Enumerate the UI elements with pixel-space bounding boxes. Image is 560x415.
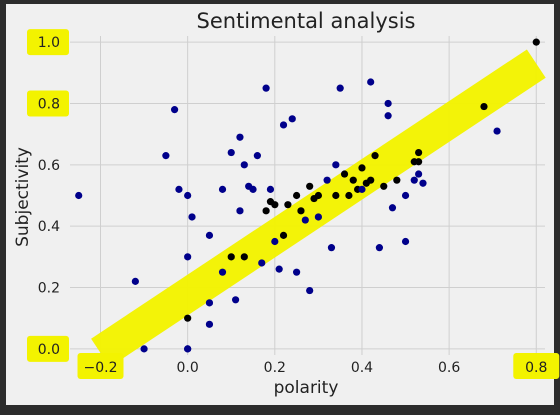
scatter-point — [349, 176, 357, 184]
trend-highlight-band — [91, 49, 546, 368]
scatter-point — [262, 84, 270, 92]
scatter-point — [314, 213, 322, 221]
scatter-point — [345, 191, 353, 200]
scatter-point — [279, 231, 288, 239]
y-tick-label: 0.6 — [38, 158, 60, 174]
tick-label-highlight — [27, 90, 69, 117]
scatter-point — [140, 345, 148, 353]
scatter-point — [184, 345, 192, 353]
scatter-point — [175, 185, 183, 193]
scatter-point — [323, 176, 331, 184]
scatter-point — [75, 191, 83, 200]
scatter-point — [293, 268, 301, 276]
scatter-point — [205, 320, 214, 328]
tick-label-highlight — [513, 353, 560, 379]
scatter-point — [388, 204, 397, 212]
tick-label-highlight — [27, 335, 69, 362]
x-axis-label: polarity — [274, 378, 339, 398]
scatter-point — [340, 170, 349, 178]
scatter-point — [284, 201, 292, 209]
x-tick-label: −0.2 — [84, 360, 118, 376]
scatter-point — [275, 265, 283, 273]
scatter-point — [162, 152, 170, 160]
scatter-point — [367, 176, 375, 184]
y-tick-label: 0.2 — [38, 281, 60, 297]
scatter-point — [358, 164, 366, 172]
scatter-point — [401, 191, 410, 200]
scatter-point — [380, 182, 388, 190]
scatter-point — [249, 185, 257, 193]
x-tick-label: 0.6 — [438, 360, 460, 376]
scatter-point — [218, 185, 227, 193]
scatter-point — [240, 253, 248, 261]
scatter-point — [231, 296, 240, 304]
scatter-point — [258, 259, 266, 267]
scatter-point — [415, 148, 423, 157]
y-tick-label: 0.8 — [38, 96, 60, 112]
scatter-point — [314, 191, 322, 200]
scatter-point — [306, 182, 314, 190]
x-tick-label: 0.0 — [177, 360, 199, 376]
scatter-point — [227, 148, 235, 157]
scatter-point — [332, 161, 340, 169]
scatter-point — [184, 253, 192, 261]
scatter-point — [236, 133, 244, 141]
x-tick-label: 0.4 — [351, 360, 373, 376]
scatter-point — [410, 176, 418, 184]
scatter-point — [288, 115, 296, 123]
scatter-point — [170, 106, 179, 114]
scatter-point — [205, 299, 214, 307]
scatter-point — [271, 237, 279, 246]
scatter-point — [532, 38, 540, 46]
scatter-point — [306, 286, 314, 295]
x-tick-label: 0.8 — [525, 360, 547, 376]
scatter-point — [415, 170, 423, 178]
y-tick-label: 0.0 — [38, 342, 60, 358]
y-tick-label: 1.0 — [38, 35, 60, 51]
scatter-point — [184, 191, 192, 200]
scatter-point — [188, 213, 196, 221]
scatter-point — [279, 121, 288, 129]
scatter-point — [358, 185, 366, 193]
scatter-point — [336, 84, 344, 92]
scatter-point — [401, 237, 410, 246]
scatter-point — [419, 179, 427, 187]
scatter-point — [393, 176, 401, 184]
scatter-point — [493, 127, 501, 135]
scatter-point — [184, 314, 192, 322]
scatter-point — [205, 231, 214, 239]
scatter-point — [227, 253, 235, 261]
scatter-point — [266, 185, 275, 193]
scatter-point — [367, 78, 375, 86]
scatter-point — [327, 244, 336, 252]
scatter-point — [236, 207, 244, 215]
x-tick-label: 0.2 — [264, 360, 286, 376]
tick-label-highlight — [27, 29, 69, 56]
scatter-point — [262, 207, 270, 215]
scatter-point — [297, 207, 305, 215]
scatter-point — [480, 102, 488, 111]
scatter-point — [415, 158, 423, 166]
tick-label-highlight — [77, 353, 124, 379]
scatter-point — [371, 152, 379, 160]
scatter-point — [332, 191, 340, 200]
scatter-point — [240, 161, 248, 169]
scatter-point — [375, 244, 384, 252]
chart-title: Sentimental analysis — [197, 9, 416, 33]
scatter-point — [131, 277, 139, 285]
y-axis-label: Subjectivity — [13, 147, 33, 247]
scatter-point — [218, 268, 227, 276]
scatter-point — [253, 152, 261, 160]
scatter-point — [384, 99, 392, 108]
scatter-point — [301, 216, 309, 224]
scatter-point — [384, 112, 392, 120]
scatter-point — [293, 191, 301, 200]
scatter-point — [271, 201, 279, 209]
y-tick-label: 0.4 — [38, 219, 60, 235]
